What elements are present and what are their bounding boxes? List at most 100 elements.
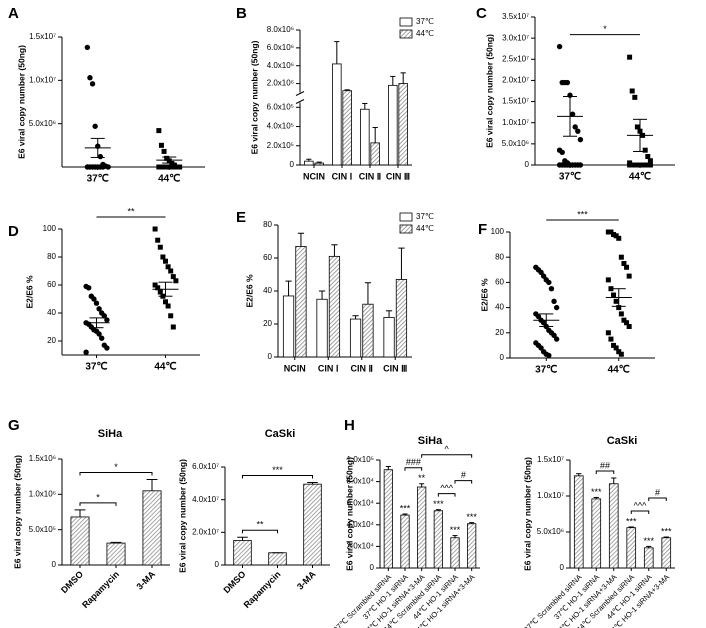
- y-tick-label: 3.5x10⁷: [502, 12, 529, 21]
- bar-label: ***: [591, 487, 602, 497]
- bracket: [454, 480, 473, 484]
- y-tick-label: 4.0x10⁴: [347, 520, 375, 529]
- bar: [142, 490, 162, 566]
- y-tick-label: 1.0x10⁵: [347, 455, 374, 464]
- bracket-label: *: [96, 492, 100, 502]
- data-point: [647, 158, 653, 164]
- bracket-label: #: [655, 487, 660, 497]
- bar-label: **: [418, 473, 426, 483]
- data-point: [164, 155, 170, 161]
- x-tick-label: NCIN: [284, 363, 306, 373]
- data-point: [157, 244, 163, 250]
- y-tick-label: 5.0x10⁶: [502, 139, 529, 148]
- data-point: [613, 233, 619, 239]
- y-axis-label: E6 viral copy number (50ng): [522, 457, 532, 571]
- data-point: [642, 162, 648, 168]
- y-tick-label: 1.0x10⁷: [29, 75, 56, 84]
- panel-label: F: [478, 221, 487, 238]
- bracket-label: ##: [600, 460, 610, 470]
- data-point: [152, 226, 158, 232]
- data-point: [605, 330, 611, 336]
- y-tick-label: 5.0x10⁶: [29, 119, 56, 128]
- data-point: [629, 162, 635, 168]
- y-tick-label: 80: [495, 252, 504, 261]
- bar: [70, 516, 90, 566]
- bracket-label: **: [256, 520, 264, 530]
- y-tick-label: 1.5x10⁷: [537, 455, 564, 464]
- data-point: [616, 349, 622, 355]
- x-tick-label: CIN Ⅰ: [332, 171, 353, 181]
- bar: [417, 486, 427, 569]
- data-point: [611, 232, 617, 238]
- data-point: [96, 306, 102, 312]
- y-tick-label: 0: [560, 563, 565, 572]
- bracket-label: ^^^: [634, 500, 647, 510]
- data-point: [87, 75, 93, 81]
- data-point: [538, 269, 544, 276]
- y-axis-label: E6 viral copy number (50ng): [177, 459, 187, 573]
- y-tick-label: 0: [215, 560, 220, 569]
- data-point: [608, 286, 614, 292]
- x-tick-label: 37℃: [535, 365, 557, 376]
- y-tick-label: 0: [370, 563, 375, 572]
- y-tick-label: 6.0x10⁴: [347, 498, 375, 507]
- bar-label: ***: [466, 512, 477, 522]
- x-tick-label: 3-MA: [295, 569, 318, 592]
- axis-break: [295, 91, 305, 96]
- bracket: [242, 475, 313, 479]
- legend-swatch: [399, 17, 413, 27]
- panel-label: B: [236, 5, 247, 22]
- bracket: [242, 529, 278, 534]
- data-point: [577, 162, 584, 168]
- data-point: [569, 111, 576, 117]
- data-point: [608, 336, 614, 342]
- y-tick-label: 0: [52, 560, 57, 569]
- y-tick-label: 60: [495, 278, 504, 287]
- bracket: [630, 510, 650, 514]
- y-tick-label: 40: [495, 303, 504, 312]
- data-point: [165, 264, 171, 270]
- data-point: [540, 273, 547, 279]
- data-point: [84, 44, 91, 51]
- panel-label: E: [236, 209, 246, 226]
- data-point: [559, 149, 565, 156]
- bar: [395, 279, 408, 358]
- data-point: [627, 162, 633, 168]
- data-point: [647, 162, 653, 168]
- data-point: [634, 162, 640, 168]
- data-point: [163, 258, 168, 264]
- x-tick-label: Rapamycin: [80, 569, 121, 610]
- bar: [362, 303, 374, 358]
- legend-label: 37℃: [416, 212, 434, 221]
- bar: [370, 142, 380, 166]
- data-point: [166, 164, 172, 170]
- bar: [282, 295, 295, 358]
- bar: [388, 84, 398, 166]
- data-point: [171, 164, 177, 170]
- bracket-label: #: [461, 470, 466, 480]
- y-tick-label: 2.0x10⁶: [267, 79, 294, 88]
- data-point: [174, 164, 180, 170]
- data-point: [611, 342, 617, 348]
- bar: [303, 483, 322, 566]
- data-point: [156, 128, 162, 134]
- chart-title: CaSki: [265, 428, 296, 440]
- data-point: [624, 264, 630, 270]
- y-tick-label: 0: [500, 353, 505, 362]
- y-tick-label: 5.0x10⁵: [29, 525, 56, 534]
- x-tick-label: NCIN: [303, 171, 325, 181]
- y-axis-label: E6 viral copy number (50ng): [12, 455, 22, 569]
- x-tick-label: 44℃: [629, 172, 651, 183]
- y-axis-label: E2/E6 %: [24, 275, 34, 309]
- bar: [316, 298, 328, 358]
- y-tick-label: 1.0x10⁶: [29, 489, 56, 498]
- data-point: [89, 81, 96, 87]
- panel-label: C: [476, 5, 487, 22]
- data-point: [613, 345, 619, 351]
- y-tick-label: 4.0x10⁶: [267, 61, 294, 70]
- x-tick-label: 44℃: [158, 174, 180, 185]
- bar: [314, 162, 324, 166]
- y-tick-label: 4.0x10⁵: [267, 122, 294, 131]
- data-point: [551, 332, 557, 339]
- y-tick-label: 8.0x10⁴: [347, 477, 375, 486]
